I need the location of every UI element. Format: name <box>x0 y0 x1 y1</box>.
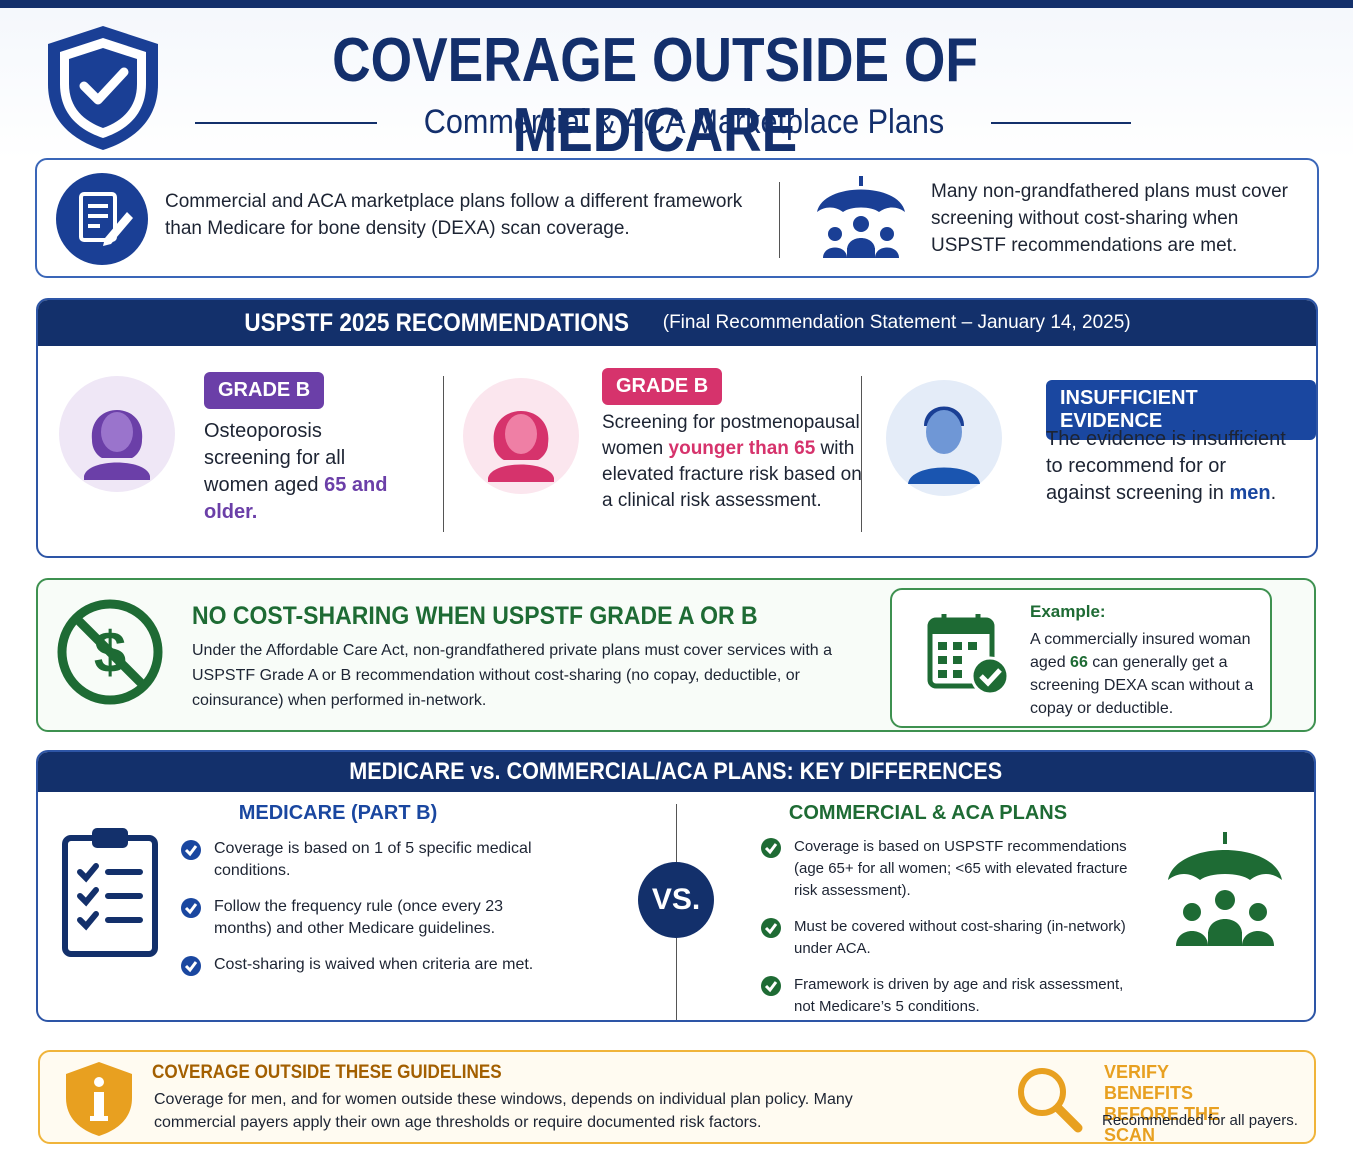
clipboard-icon <box>62 828 158 957</box>
divider <box>779 182 780 258</box>
medicare-list: Coverage is based on 1 of 5 specific med… <box>180 838 540 990</box>
example-text: A commercially insured woman aged 66 can… <box>1030 628 1255 720</box>
footer-title: COVERAGE OUTSIDE THESE GUIDELINES <box>152 1062 502 1083</box>
list-item: Cost-sharing is waived when criteria are… <box>180 954 540 976</box>
page-subtitle: Commercial & ACA Marketplace Plans <box>423 103 945 141</box>
page-title: COVERAGE OUTSIDE OF MEDICARE <box>332 26 978 165</box>
item-text: Coverage is based on USPSTF recommendati… <box>794 838 1128 899</box>
shield-icon <box>48 26 158 150</box>
check-icon <box>181 956 201 976</box>
column-heading: MEDICARE (PART B) <box>238 802 438 824</box>
intro-left-text: Commercial and ACA marketplace plans fol… <box>165 191 743 239</box>
column-heading: COMMERCIAL & ACA PLANS <box>788 802 1068 824</box>
text: . <box>1270 482 1277 504</box>
section-subtitle: (Final Recommendation Statement – Januar… <box>662 312 1131 333</box>
section-title: USPSTF 2025 RECOMMENDATIONS <box>244 308 630 337</box>
section-text: Under the Affordable Care Act, non-grand… <box>192 642 833 709</box>
section-header: USPSTF 2025 RECOMMENDATIONS (Final Recom… <box>38 300 1316 346</box>
info-shield-icon <box>66 1062 132 1136</box>
card-text: Screening for postmenopausal women young… <box>602 410 862 514</box>
magnifier-icon <box>1018 1068 1083 1133</box>
text: can generally get a screening DEXA scan … <box>1030 654 1254 717</box>
list-item: Coverage is based on 1 of 5 specific med… <box>180 838 540 882</box>
text: Osteoporosis screening for all women age… <box>204 420 346 496</box>
example-label: Example: <box>1030 602 1106 621</box>
list-item: Must be covered without cost-sharing (in… <box>760 916 1130 960</box>
divider <box>861 376 862 532</box>
card-text: The evidence is insufficient to recommen… <box>1046 426 1286 507</box>
document-icon <box>56 173 148 265</box>
check-icon <box>181 898 201 918</box>
verify-title: VERIFY BENEFITS BEFORE THE SCAN <box>1104 1062 1221 1145</box>
top-band <box>0 0 1353 8</box>
section-title: NO COST-SHARING WHEN USPSTF GRADE A OR B <box>192 602 758 630</box>
woman-avatar <box>59 376 175 492</box>
highlight: men <box>1229 482 1271 504</box>
evidence-badge: INSUFFICIENT EVIDENCE <box>1046 380 1316 440</box>
text: A commercially insured woman aged <box>1030 631 1251 671</box>
text: The evidence is insufficient to recommen… <box>1046 428 1286 504</box>
section-title: MEDICARE vs. COMMERCIAL/ACA PLANS: KEY D… <box>349 758 1003 785</box>
intro-panel: Commercial and ACA marketplace plans fol… <box>35 158 1319 278</box>
grade-badge: GRADE B <box>602 368 723 405</box>
text: Screening for postmenopausal women <box>602 412 860 459</box>
uspstf-panel: USPSTF 2025 RECOMMENDATIONS (Final Recom… <box>36 298 1318 558</box>
rule <box>195 122 377 124</box>
footer-panel: COVERAGE OUTSIDE THESE GUIDELINES Covera… <box>38 1050 1316 1145</box>
list-item: Coverage is based on USPSTF recommendati… <box>760 836 1130 902</box>
footer-text: Coverage for men, and for women outside … <box>154 1091 853 1131</box>
woman-avatar <box>463 378 579 494</box>
verify-text: Recommended for all payers. <box>1102 1112 1298 1129</box>
umbrella-icon <box>817 176 905 258</box>
item-text: Cost-sharing is waived when criteria are… <box>214 956 534 973</box>
grade-badge: GRADE B <box>204 372 325 409</box>
item-text: Framework is driven by age and risk asse… <box>794 976 1124 1015</box>
compare-panel: MEDICARE vs. COMMERCIAL/ACA PLANS: KEY D… <box>36 750 1316 1022</box>
intro-right-text: Many non-grandfathered plans must cover … <box>931 181 1288 256</box>
vs-badge: VS. <box>638 862 714 938</box>
check-icon <box>181 840 201 860</box>
divider <box>443 376 444 532</box>
text: with elevated fracture risk based on a c… <box>602 438 862 511</box>
man-avatar <box>886 380 1002 496</box>
item-text: Must be covered without cost-sharing (in… <box>794 918 1126 957</box>
umbrella-icon <box>1168 832 1282 946</box>
no-cost-panel: $ NO COST-SHARING WHEN USPSTF GRADE A OR… <box>36 578 1316 732</box>
item-text: Follow the frequency rule (once every 23… <box>214 898 504 937</box>
check-icon <box>761 838 781 858</box>
list-item: Framework is driven by age and risk asse… <box>760 974 1130 1018</box>
highlight: 66 <box>1070 654 1088 671</box>
item-text: Coverage is based on 1 of 5 specific med… <box>214 840 532 879</box>
highlight: younger than 65 <box>668 438 816 459</box>
card-text: Osteoporosis screening for all women age… <box>204 418 414 526</box>
example-card: Example: A commercially insured woman ag… <box>890 588 1272 728</box>
list-item: Follow the frequency rule (once every 23… <box>180 896 540 940</box>
commercial-list: Coverage is based on USPSTF recommendati… <box>760 836 1130 1032</box>
check-icon <box>761 918 781 938</box>
check-icon <box>761 976 781 996</box>
highlight: 65 and older. <box>204 474 388 523</box>
rule <box>991 122 1131 124</box>
no-dollar-icon: $ <box>57 599 163 705</box>
calendar-icon <box>927 614 1010 696</box>
section-header: MEDICARE vs. COMMERCIAL/ACA PLANS: KEY D… <box>38 752 1314 792</box>
